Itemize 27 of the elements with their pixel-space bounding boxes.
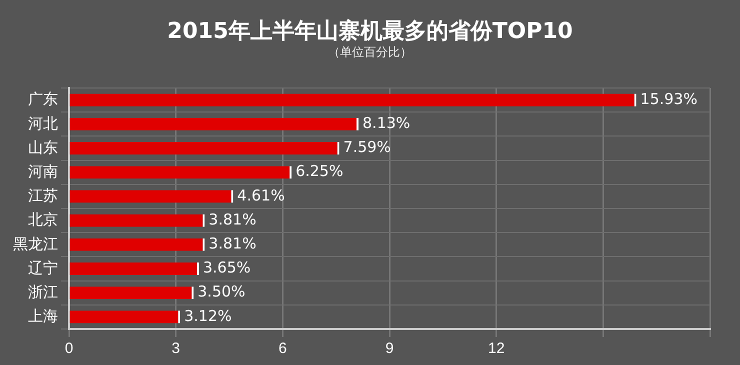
data-label: 3.50% xyxy=(198,282,246,301)
y-tick-label: 北京 xyxy=(28,212,58,229)
y-tick-label: 上海 xyxy=(28,308,58,326)
y-tick-label: 浙江 xyxy=(28,284,58,301)
data-label: 4.61% xyxy=(237,186,285,204)
data-label: 3.81% xyxy=(208,210,256,228)
y-tick-label: 江苏 xyxy=(28,188,58,205)
data-label: 15.93% xyxy=(640,90,698,108)
x-tick-label: 3 xyxy=(172,340,180,358)
y-tick-label: 河北 xyxy=(28,115,58,132)
y-tick-label: 广东 xyxy=(28,91,58,108)
x-tick-label: 12 xyxy=(488,340,505,358)
x-tick-label: 9 xyxy=(385,340,394,358)
y-tick-label: 黑龙江 xyxy=(13,236,58,253)
data-label: 8.13% xyxy=(362,114,410,132)
chart-subtitle: （单位百分比） xyxy=(327,44,413,61)
y-tick-label: 河南 xyxy=(28,163,58,180)
x-tick-label: 0 xyxy=(64,340,74,358)
x-tick-label: 6 xyxy=(278,340,287,358)
y-tick-label: 辽宁 xyxy=(28,260,58,277)
data-label: 3.65% xyxy=(202,258,251,277)
data-label: 3.81% xyxy=(208,234,256,253)
y-tick-label: 山东 xyxy=(28,139,58,156)
chart-title: 2015年上半年山寨机最多的省份TOP10 xyxy=(166,18,574,46)
data-label: 6.25% xyxy=(296,162,344,180)
data-label: 3.12% xyxy=(184,306,232,325)
data-label: 7.59% xyxy=(343,138,391,156)
